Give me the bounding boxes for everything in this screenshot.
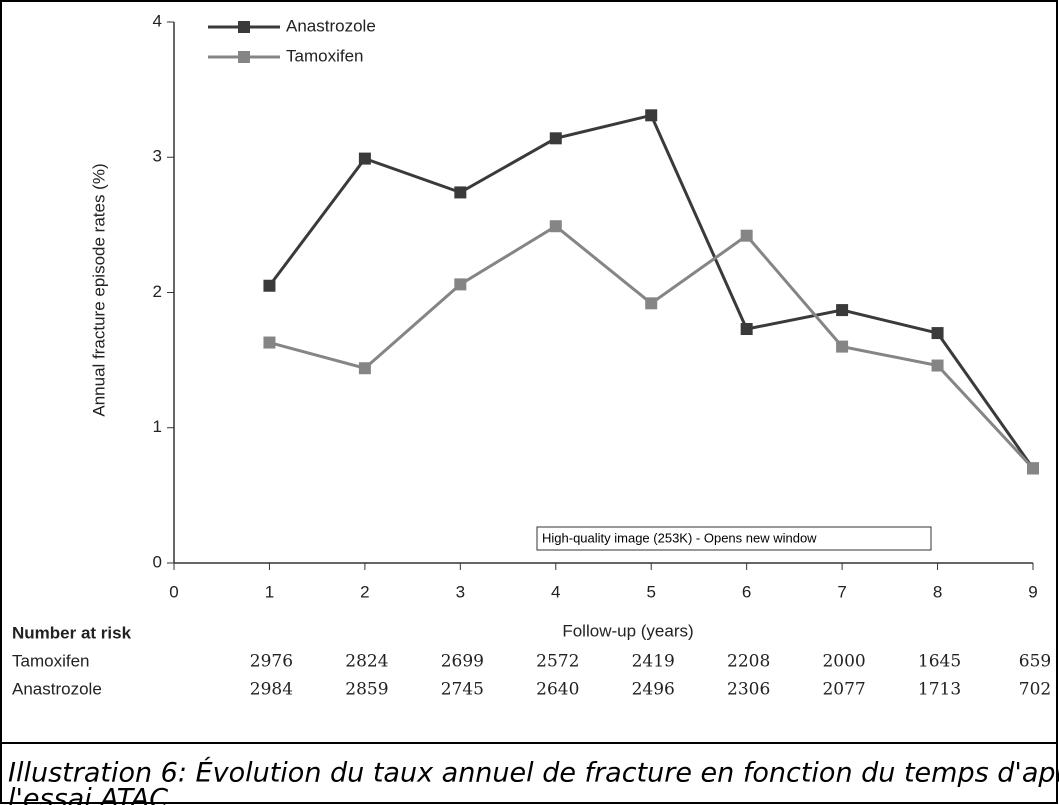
risk-value: 2419 [632,652,675,672]
x-tick-label: 4 [551,582,560,601]
marker [645,109,658,122]
marker [931,327,944,340]
marker [645,297,658,310]
y-tick-label: 2 [153,282,162,301]
risk-value: 2745 [441,680,484,700]
risk-value: 1645 [918,652,961,672]
risk-value: 1713 [918,680,961,700]
risk-value: 2859 [345,680,388,700]
y-tick-label: 3 [153,147,162,166]
marker [549,132,562,145]
x-tick-label: 6 [742,582,751,601]
marker [263,279,276,292]
marker [454,186,467,199]
risk-value: 2496 [632,680,675,700]
risk-value: 2306 [727,680,770,700]
y-tick-label: 1 [153,417,162,436]
x-tick-label: 9 [1028,582,1037,601]
risk-row-label: Anastrozole [12,679,102,698]
x-tick-label: 7 [837,582,846,601]
caption-line: l'essai ATAC [8,784,168,805]
risk-value: 2984 [250,680,293,700]
x-tick-label: 2 [360,582,369,601]
marker [454,278,467,291]
risk-value: 2824 [345,652,388,672]
marker [358,362,371,375]
x-tick-label: 5 [646,582,655,601]
legend-label: Tamoxifen [286,46,363,65]
risk-value: 2976 [250,652,293,672]
caption-line: Illustration 6: Évolution du taux annuel… [8,757,1059,789]
legend-label: Anastrozole [286,16,376,35]
marker [836,304,849,317]
tooltip: High-quality image (253K) - Opens new wi… [542,530,817,545]
tooltip-box [536,526,932,551]
risk-value: 2640 [536,680,579,700]
x-tick-label: 8 [933,582,942,601]
marker [931,359,944,372]
marker [358,152,371,165]
y-tick-label: 4 [153,11,162,30]
x-tick-label: 1 [265,582,274,601]
risk-value: 2077 [822,680,865,700]
x-tick-label: 3 [456,582,465,601]
x-axis-label: Follow-up (years) [562,621,693,640]
risk-value: 2699 [441,652,484,672]
risk-row-label: Tamoxifen [12,651,89,670]
risk-value: 659 [1019,652,1051,672]
marker [1027,462,1039,475]
legend-marker [238,21,250,33]
marker [740,323,753,336]
risk-value: 2000 [822,652,865,672]
risk-value: 702 [1019,680,1051,700]
y-axis-label: Annual fracture episode rates (%) [89,163,108,416]
risk-value: 2572 [536,652,579,672]
y-tick-label: 0 [153,552,162,571]
legend-marker [238,51,250,63]
risk-title: Number at risk [12,623,132,642]
marker [263,336,276,349]
marker [836,340,849,353]
marker [549,220,562,233]
risk-value: 2208 [727,652,770,672]
marker [740,229,753,242]
x-tick-label: 0 [169,582,178,601]
